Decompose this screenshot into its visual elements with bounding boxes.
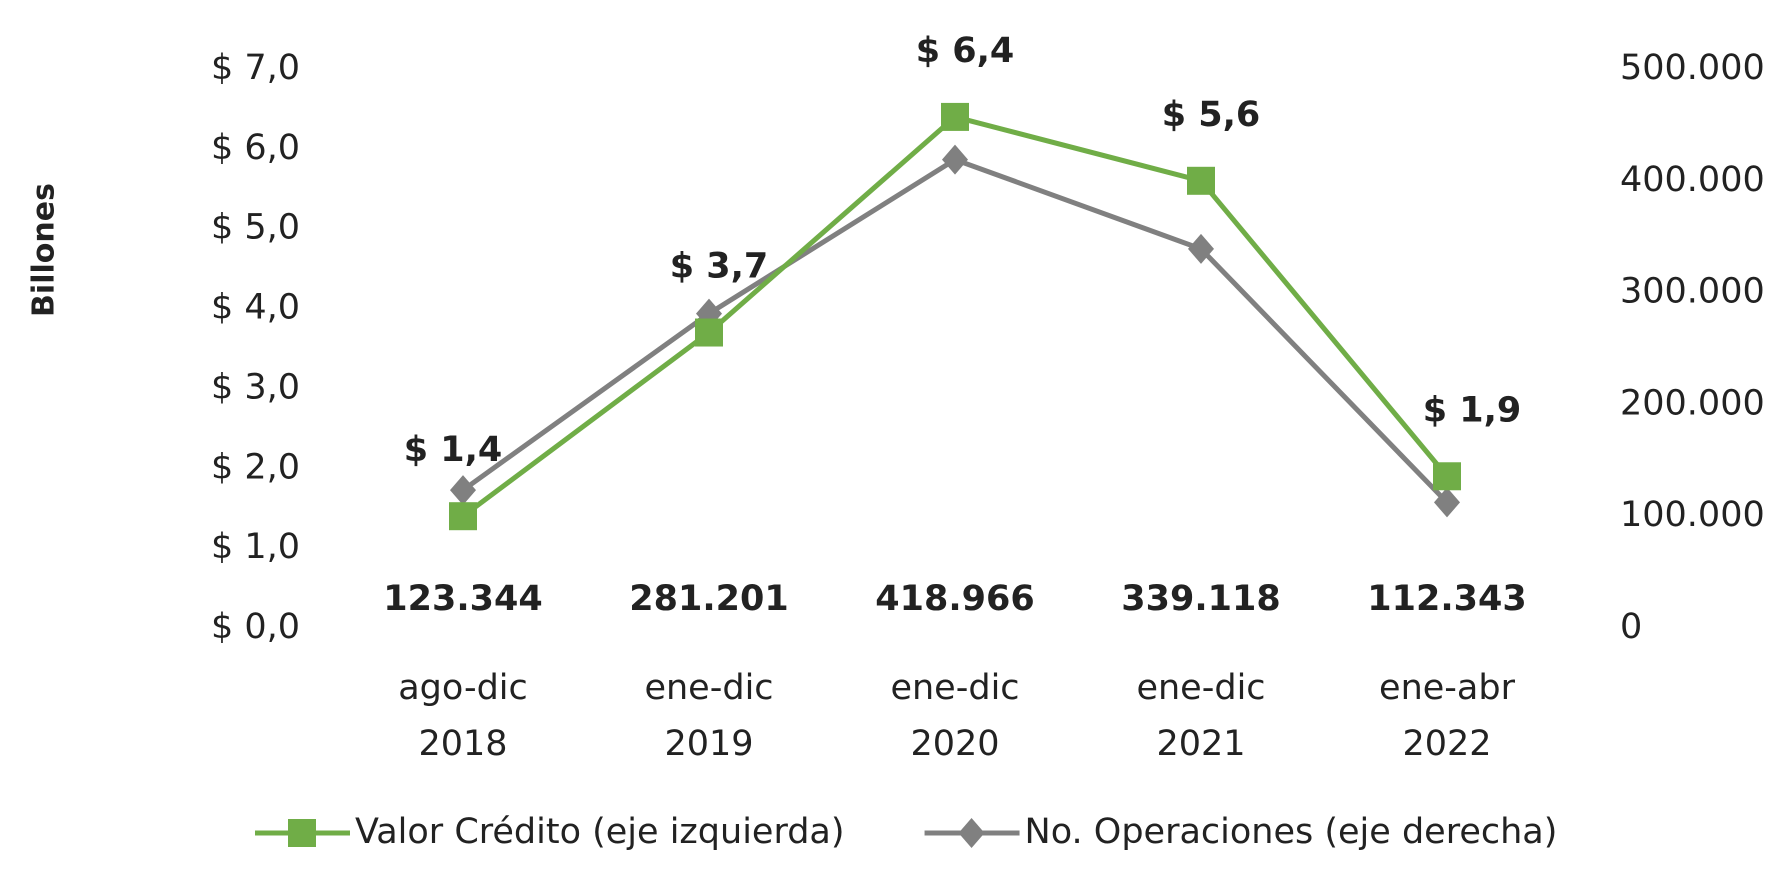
legend-label: No. Operaciones (eje derecha) — [1025, 812, 1558, 852]
x-tick-label: ago-dic 2018 — [398, 668, 528, 764]
data-label: $ 5,6 — [1162, 95, 1261, 135]
marker — [695, 318, 723, 347]
data-label: $ 6,4 — [916, 31, 1015, 71]
y-axis-label: Billones — [27, 183, 62, 317]
data-label: 281.201 — [629, 579, 788, 619]
series-line — [461, 156, 1449, 505]
y-tick-label: $ 2,0 — [211, 447, 300, 487]
marker — [1433, 462, 1461, 491]
y2-tick-label: 500.000 — [1620, 48, 1765, 88]
data-label: 339.118 — [1121, 579, 1280, 619]
legend-label: Valor Crédito (eje izquierda) — [355, 812, 845, 852]
y-tick-label: $ 3,0 — [211, 367, 300, 407]
y2-tick-label: 200.000 — [1620, 383, 1765, 423]
x-tick-label: ene-abr 2022 — [1379, 668, 1515, 764]
y-tick-label: $ 1,0 — [211, 527, 300, 567]
y2-tick-label: 0 — [1620, 607, 1642, 647]
marker — [1187, 166, 1215, 195]
marker — [942, 144, 968, 175]
y-tick-label: $ 0,0 — [211, 607, 300, 647]
x-tick-label: ene-dic 2019 — [644, 668, 774, 764]
marker — [958, 818, 985, 848]
y-tick-label: $ 6,0 — [211, 128, 300, 168]
marker — [941, 102, 969, 131]
series-line — [461, 114, 1449, 519]
y-tick-label: $ 4,0 — [211, 288, 300, 328]
data-label: 123.344 — [383, 579, 542, 619]
marker — [1434, 487, 1460, 518]
marker — [449, 502, 477, 531]
marker — [288, 819, 316, 847]
data-label: $ 3,7 — [670, 247, 769, 287]
marker — [1188, 233, 1214, 264]
x-tick-label: ene-dic 2020 — [890, 668, 1020, 764]
y-tick-label: $ 5,0 — [211, 208, 300, 248]
data-label: $ 1,4 — [404, 430, 503, 470]
y2-tick-label: 400.000 — [1620, 160, 1765, 200]
data-label: 418.966 — [875, 579, 1034, 619]
data-label: 112.343 — [1367, 579, 1526, 619]
x-tick-label: ene-dic 2021 — [1136, 668, 1266, 764]
y-tick-label: $ 7,0 — [211, 48, 300, 88]
marker — [450, 475, 476, 506]
y2-tick-label: 300.000 — [1620, 272, 1765, 312]
data-label: $ 1,9 — [1423, 390, 1522, 430]
y2-tick-label: 100.000 — [1620, 495, 1765, 535]
